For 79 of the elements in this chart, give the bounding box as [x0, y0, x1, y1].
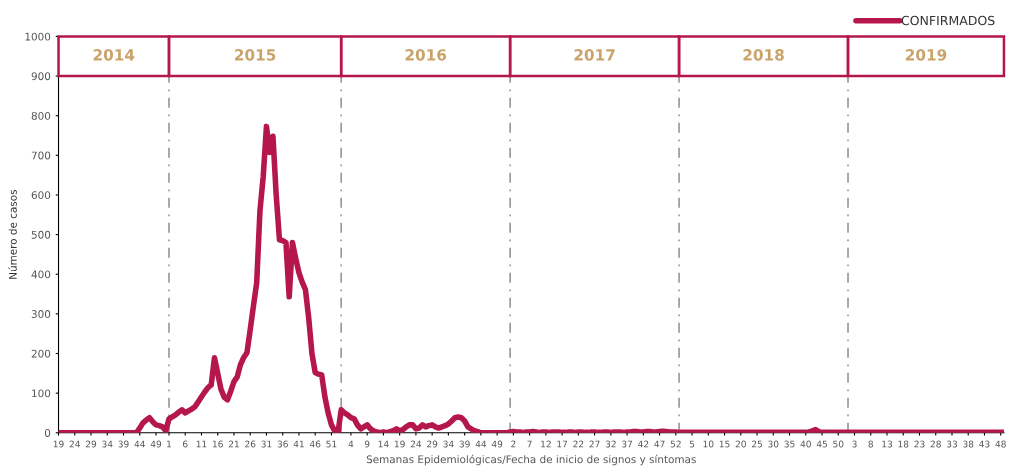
x-tick-label: 19 — [394, 440, 405, 448]
annotation: 2015 — [235, 49, 276, 61]
y-tick-label: 200 — [31, 349, 51, 358]
x-tick-label: 31 — [261, 440, 272, 448]
y-tick-label: 700 — [31, 151, 51, 160]
x-tick-label: 3 — [852, 440, 857, 448]
x-tick-label: 51 — [326, 440, 337, 448]
x-tick-label: 35 — [784, 440, 795, 448]
x-tick-label: 27 — [589, 440, 600, 448]
annotation: 2016 — [405, 49, 447, 61]
x-tick-label: 2 — [511, 440, 516, 448]
x-tick-label: 45 — [816, 440, 827, 448]
x-tick-label: 46 — [309, 440, 321, 448]
x-axis-title: Semanas Epidemiológicas/Fecha de inicio de signos y síntomas — [366, 454, 696, 466]
x-tick-label: 7 — [527, 440, 532, 448]
y-axis-title: Número de casos — [8, 189, 17, 279]
y-tick-label: 600 — [31, 191, 51, 200]
x-tick-label: 5 — [689, 440, 695, 448]
x-tick-label: 17 — [557, 440, 568, 448]
x-tick-label: 24 — [410, 440, 422, 448]
y-tick-label: 100 — [32, 389, 51, 398]
y-tick-label: 900 — [31, 72, 51, 81]
y-tick-label: 500 — [31, 230, 51, 239]
x-tick-label: 47 — [654, 440, 665, 448]
x-tick-label: 11 — [196, 440, 207, 448]
x-tick-label: 25 — [751, 440, 762, 448]
x-tick-label: 22 — [573, 440, 584, 448]
y-tick-label: 300 — [31, 310, 51, 318]
x-tick-label: 14 — [378, 440, 389, 448]
x-tick-label: 4 — [348, 440, 354, 448]
x-tick-label: 48 — [995, 440, 1006, 448]
x-tick-label: 38 — [963, 440, 974, 448]
x-tick-label: 18 — [898, 440, 909, 448]
x-tick-label: 34 — [102, 440, 113, 448]
x-tick-label: 26 — [245, 440, 256, 448]
x-tick-label: 33 — [946, 440, 957, 448]
annotation: 2018 — [743, 49, 784, 61]
x-tick-label: 42 — [638, 440, 649, 448]
x-tick-label: 49 — [150, 440, 162, 448]
x-tick-label: 1 — [167, 440, 172, 448]
x-tick-label: 23 — [914, 440, 925, 448]
x-tick-label: 50 — [833, 440, 844, 448]
x-tick-label: 29 — [427, 440, 438, 448]
x-tick-label: 19 — [53, 440, 64, 448]
x-tick-label: 34 — [443, 440, 454, 448]
x-tick-label: 36 — [277, 440, 288, 448]
x-tick-label: 40 — [800, 440, 811, 448]
x-tick-label: 43 — [979, 440, 990, 448]
x-tick-label: 6 — [182, 440, 188, 448]
x-tick-label: 20 — [735, 440, 746, 448]
x-tick-label: 15 — [719, 440, 730, 448]
x-tick-label: 28 — [930, 440, 941, 448]
annotation: 2017 — [574, 49, 615, 61]
x-tick-label: 39 — [459, 440, 470, 448]
legend-label: CONFIRMADOS — [901, 15, 995, 26]
x-tick-label: 52 — [670, 440, 681, 448]
x-tick-label: 49 — [491, 440, 503, 448]
x-tick-label: 32 — [605, 440, 616, 448]
x-tick-label: 44 — [475, 440, 487, 448]
x-tick-label: 8 — [868, 440, 873, 448]
x-tick-label: 44 — [134, 440, 145, 448]
x-tick-label: 13 — [882, 440, 893, 448]
x-tick-label: 30 — [768, 440, 779, 448]
x-tick-label: 41 — [293, 440, 304, 448]
x-tick-label: 21 — [228, 440, 239, 448]
y-tick-label: 400 — [31, 270, 51, 279]
x-tick-label: 24 — [69, 440, 80, 448]
x-tick-label: 29 — [85, 440, 97, 448]
x-tick-label: 39 — [118, 440, 129, 448]
x-tick-label: 37 — [622, 440, 633, 448]
annotation: 2014 — [93, 49, 135, 61]
x-tick-label: 16 — [212, 440, 223, 448]
y-tick-label: 0 — [44, 429, 51, 437]
x-tick-label: 12 — [541, 440, 551, 448]
y-tick-label: 1000 — [25, 32, 51, 41]
annotation: 2019 — [905, 49, 947, 61]
x-tick-label: 10 — [703, 440, 714, 448]
y-tick-label: 800 — [31, 111, 51, 120]
x-tick-label: 9 — [364, 440, 370, 448]
